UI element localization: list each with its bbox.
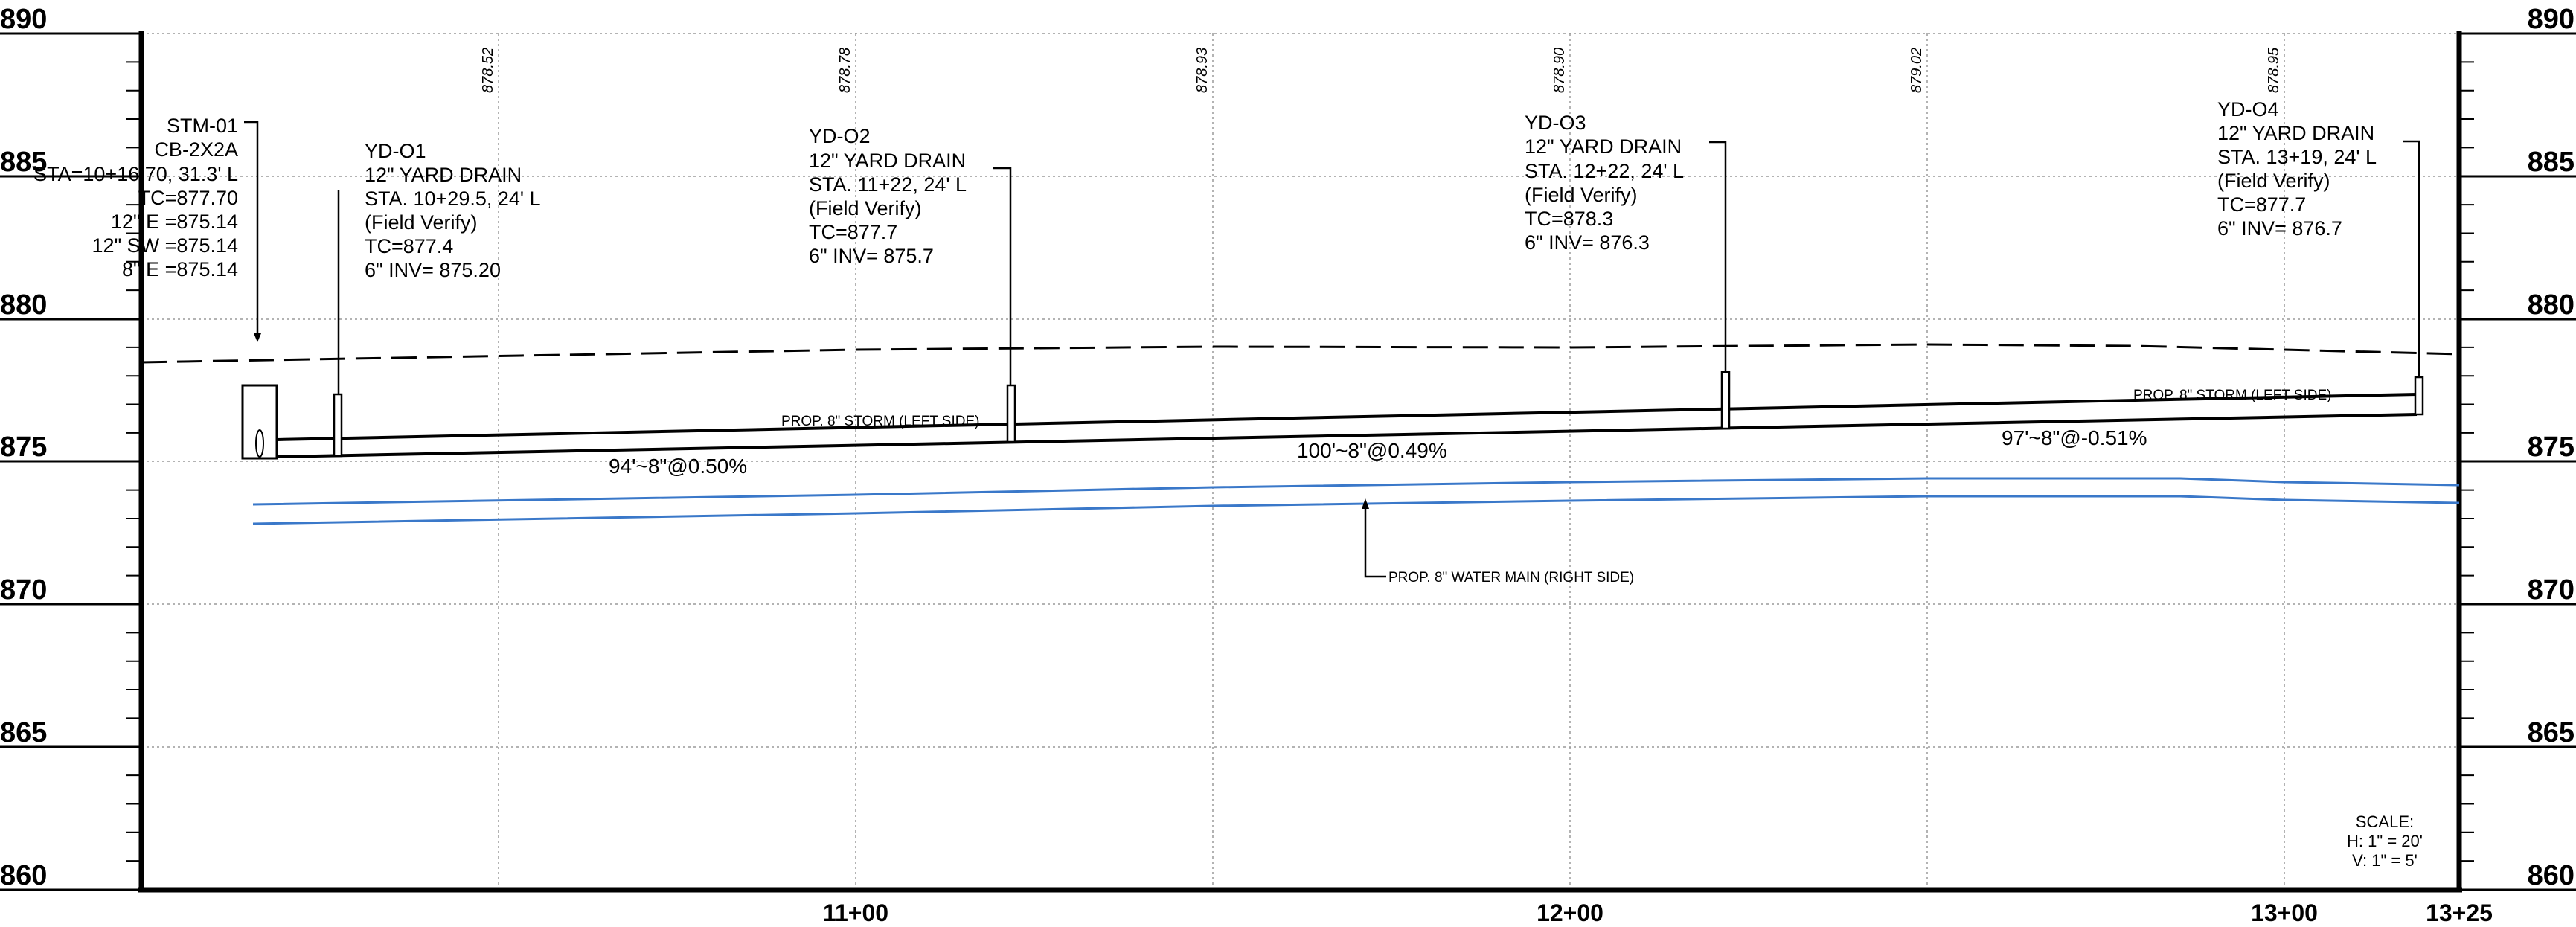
grade-reading: 878.52 bbox=[480, 48, 496, 93]
elev-label-890-right: 890 bbox=[2528, 4, 2575, 35]
existing-ground-line bbox=[141, 343, 2460, 364]
callout-line: YD-O3 bbox=[1525, 112, 1586, 134]
grade-reading: 879.02 bbox=[1909, 48, 1925, 93]
elev-label-870-right: 870 bbox=[2528, 574, 2575, 606]
station-label-11: 11+00 bbox=[823, 899, 888, 926]
callout-line: YD-O2 bbox=[809, 125, 871, 147]
pipe-segment-label-2: 100'~8"@0.49% bbox=[1297, 439, 1447, 462]
callout-line: STA. 11+22, 24' L bbox=[809, 173, 967, 196]
elevation-labels-left: 890 885 880 875 870 865 860 bbox=[0, 4, 47, 891]
callout-line: 6" INV= 875.7 bbox=[809, 245, 934, 267]
elevation-labels-right: 890 885 880 875 870 865 860 bbox=[2528, 4, 2575, 891]
callout-line: (Field Verify) bbox=[809, 197, 922, 219]
elev-label-880-left: 880 bbox=[0, 289, 47, 321]
elev-label-890-left: 890 bbox=[0, 4, 47, 35]
callout-line: STM-01 bbox=[167, 115, 238, 137]
elev-label-880-right: 880 bbox=[2528, 289, 2575, 321]
water-main-label: PROP. 8" WATER MAIN (RIGHT SIDE) bbox=[1388, 570, 1634, 586]
callout-line: YD-O4 bbox=[2217, 98, 2279, 121]
callout-line: STA. 12+22, 24' L bbox=[1525, 160, 1684, 182]
yard-drain-yd-o1-riser bbox=[333, 393, 343, 458]
grade-reading: 878.78 bbox=[837, 48, 853, 93]
station-label-13-25: 13+25 bbox=[2426, 899, 2493, 926]
storm-pipe-label-left: PROP. 8" STORM (LEFT SIDE) bbox=[781, 414, 979, 429]
pipe-segment-label-3: 97'~8"@-0.51% bbox=[2002, 426, 2147, 449]
yard-drain-yd-o2-riser bbox=[1006, 384, 1016, 443]
callout-stm-01: STM-01 CB-2X2A STA=10+16.70, 31.3' L TC=… bbox=[33, 115, 238, 280]
leader-lines bbox=[244, 121, 2420, 578]
elev-label-875-left: 875 bbox=[0, 432, 47, 463]
storm-pipe bbox=[276, 393, 2418, 458]
callout-yd-o2: YD-O2 12" YARD DRAIN STA. 11+22, 24' L (… bbox=[809, 125, 967, 267]
callout-line: 12" YARD DRAIN bbox=[1525, 135, 1682, 158]
elev-label-870-left: 870 bbox=[0, 574, 47, 606]
station-label-13: 13+00 bbox=[2251, 899, 2318, 926]
elev-label-865-right: 865 bbox=[2528, 717, 2575, 748]
yard-drain-yd-o4-riser bbox=[2414, 376, 2424, 416]
callout-line: 6" INV= 876.3 bbox=[1525, 231, 1650, 254]
elev-label-860-left: 860 bbox=[0, 860, 47, 891]
grade-reading: 878.93 bbox=[1194, 48, 1211, 93]
callout-line: CB-2X2A bbox=[154, 138, 238, 161]
callout-line: (Field Verify) bbox=[365, 211, 478, 234]
callout-line: 12" YARD DRAIN bbox=[365, 164, 522, 186]
tick-marks bbox=[126, 61, 2474, 862]
scale-vertical: V: 1" = 5' bbox=[2352, 851, 2418, 870]
existing-grade-readings: 878.52 878.78 878.93 878.90 879.02 878.9… bbox=[480, 47, 2282, 93]
callout-line: TC=877.7 bbox=[809, 221, 897, 243]
water-main bbox=[252, 477, 2460, 525]
station-label-12: 12+00 bbox=[1537, 899, 1603, 926]
yard-drain-yd-o3-riser bbox=[1720, 371, 1731, 430]
elev-label-885-left: 885 bbox=[0, 147, 47, 178]
callout-line: TC=877.70 bbox=[138, 187, 238, 209]
callout-line: 8" E =875.14 bbox=[122, 258, 238, 280]
callout-line: 6" INV= 876.7 bbox=[2217, 217, 2342, 240]
callout-yd-o4: YD-O4 12" YARD DRAIN STA. 13+19, 24' L (… bbox=[2217, 98, 2377, 240]
grade-reading: 878.95 bbox=[2266, 47, 2282, 93]
callout-line: 12" YARD DRAIN bbox=[809, 150, 966, 172]
callout-line: TC=877.7 bbox=[2217, 193, 2306, 216]
elev-label-875-right: 875 bbox=[2528, 432, 2575, 463]
grade-reading: 878.90 bbox=[1551, 48, 1568, 93]
callout-line: TC=878.3 bbox=[1525, 208, 1613, 230]
callout-line: TC=877.4 bbox=[365, 235, 453, 257]
callout-line: 6" INV= 875.20 bbox=[365, 259, 501, 281]
elev-label-865-left: 865 bbox=[0, 717, 47, 748]
callout-yd-o3: YD-O3 12" YARD DRAIN STA. 12+22, 24' L (… bbox=[1525, 112, 1684, 254]
elev-label-885-right: 885 bbox=[2528, 147, 2575, 178]
elev-label-860-right: 860 bbox=[2528, 860, 2575, 891]
callout-line: (Field Verify) bbox=[2217, 170, 2330, 192]
scale-block: SCALE: H: 1" = 20' V: 1" = 5' bbox=[2347, 812, 2423, 870]
callout-line: (Field Verify) bbox=[1525, 184, 1638, 206]
scale-title: SCALE: bbox=[2356, 812, 2414, 831]
callout-line: STA. 10+29.5, 24' L bbox=[365, 187, 541, 210]
callout-line: 12" YARD DRAIN bbox=[2217, 122, 2374, 144]
callout-line: 12" SW =875.14 bbox=[92, 234, 238, 257]
catch-basin-stm-01 bbox=[241, 384, 278, 460]
station-labels: 11+00 12+00 13+00 13+25 bbox=[823, 899, 2493, 926]
profile-frame bbox=[0, 31, 2576, 893]
grid bbox=[141, 33, 2459, 890]
callout-line: YD-O1 bbox=[365, 140, 426, 162]
scale-horizontal: H: 1" = 20' bbox=[2347, 832, 2423, 850]
callout-line: STA. 13+19, 24' L bbox=[2217, 146, 2377, 168]
callout-line: STA=10+16.70, 31.3' L bbox=[33, 163, 238, 185]
callout-yd-o1: YD-O1 12" YARD DRAIN STA. 10+29.5, 24' L… bbox=[365, 140, 541, 281]
pipe-segment-label-1: 94'~8"@0.50% bbox=[609, 455, 747, 478]
callout-line: 12" E =875.14 bbox=[111, 211, 238, 233]
storm-pipe-label-right: PROP. 8" STORM (LEFT SIDE) bbox=[2133, 388, 2331, 403]
